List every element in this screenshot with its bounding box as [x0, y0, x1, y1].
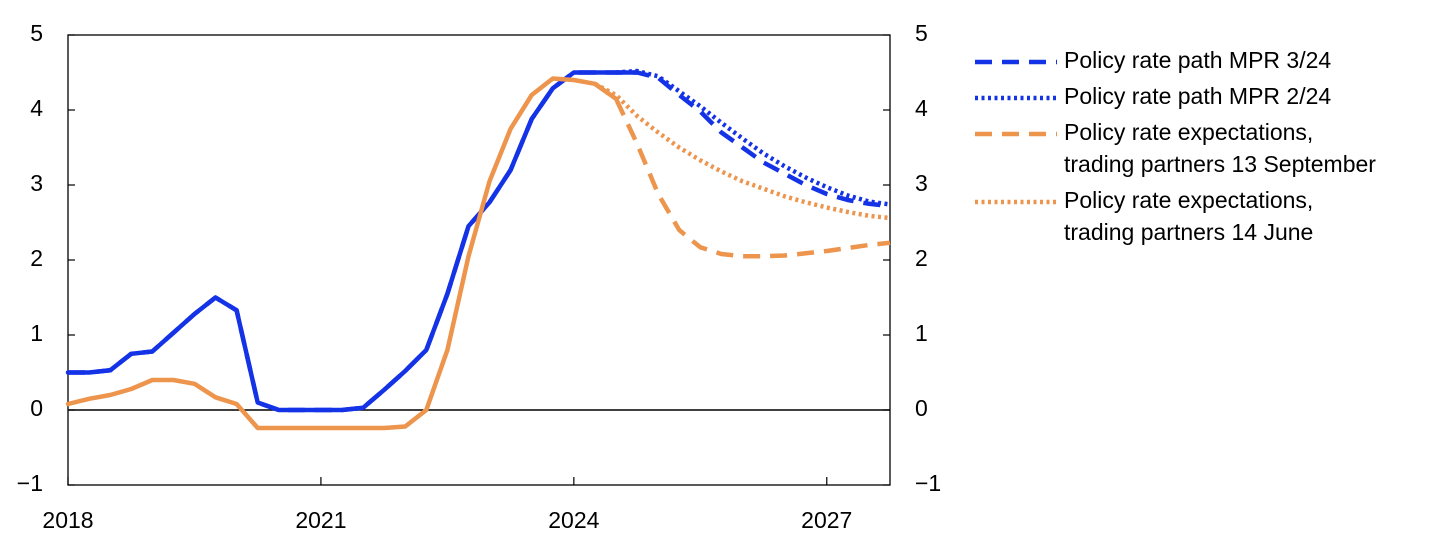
y-tick-label-right: 0	[915, 395, 928, 421]
legend-label: Policy rate expectations,	[1064, 187, 1313, 213]
y-tick-label-right: 2	[915, 245, 928, 271]
y-tick-label-left: −1	[17, 470, 43, 496]
series-line-policy-rate-historical-trading-partners	[65, 76, 619, 431]
series-line-policy-rate-expectations-trading-partners-14-june	[593, 81, 891, 221]
y-tick-label-right: −1	[915, 470, 941, 496]
y-tick-label-left: 5	[30, 20, 43, 46]
y-tick-label-left: 1	[30, 320, 43, 346]
y-tick-label-left: 3	[30, 170, 43, 196]
y-tick-label-right: 1	[915, 320, 928, 346]
x-tick-label: 2027	[801, 507, 852, 533]
x-tick-label: 2024	[548, 507, 599, 533]
series-line-policy-rate-expectations-trading-partners-13-september	[593, 81, 891, 259]
y-tick-label-right: 4	[915, 95, 928, 121]
legend-label: trading partners 13 September	[1064, 151, 1376, 177]
axes: −1 −1 0 0 1 1 2 2 3 3 4 4 5 5 2018 2021 2024 2027	[17, 20, 941, 533]
series-line-policy-rate-path-mpr-2-24	[615, 68, 891, 207]
legend: Policy rate path MPR 3/24 Policy rate pat…	[975, 47, 1376, 245]
series-line-policy-rate-path-mpr-3-24	[68, 70, 891, 413]
y-tick-label-right: 5	[915, 20, 928, 46]
legend-label: Policy rate path MPR 2/24	[1064, 83, 1331, 109]
legend-label: Policy rate path MPR 3/24	[1064, 47, 1331, 73]
plot-frame	[67, 34, 891, 486]
y-tick-label-left: 0	[30, 395, 43, 421]
x-tick-label: 2021	[295, 507, 346, 533]
y-tick-label-left: 4	[30, 95, 43, 121]
series-lines	[65, 68, 891, 431]
y-tick-label-left: 2	[30, 245, 43, 271]
legend-label: Policy rate expectations,	[1064, 119, 1313, 145]
x-tick-label: 2018	[42, 507, 93, 533]
y-tick-label-right: 3	[915, 170, 928, 196]
series-line-policy-rate-historical-norway	[65, 70, 640, 413]
legend-label: trading partners 14 June	[1064, 219, 1313, 245]
